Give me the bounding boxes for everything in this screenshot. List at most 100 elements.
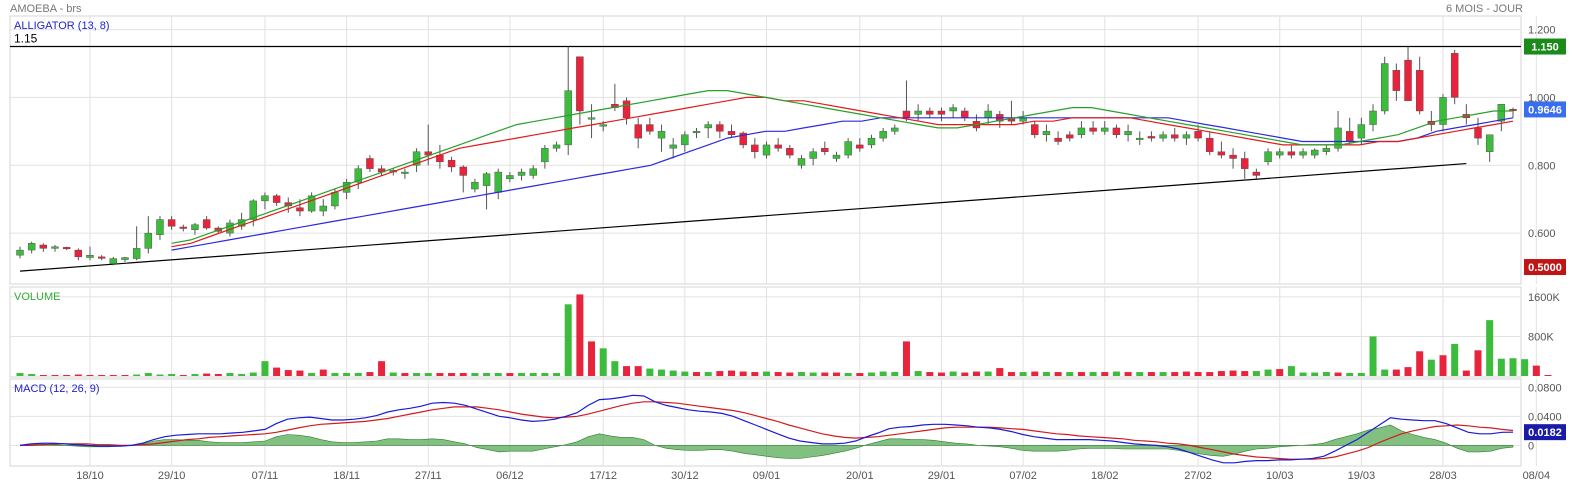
candle-body	[1206, 137, 1214, 152]
candle	[949, 104, 957, 118]
volume-bar	[121, 375, 129, 376]
candle	[926, 107, 934, 118]
x-tick-label: 10/03	[1266, 470, 1294, 482]
volume-bar	[681, 371, 689, 376]
candle-body	[786, 148, 794, 156]
candle-body	[51, 246, 59, 249]
candle-body	[937, 110, 946, 115]
candle-body	[97, 256, 106, 259]
candle-body	[1066, 134, 1074, 139]
candle-body	[296, 207, 304, 212]
candle	[529, 165, 537, 179]
candle	[1450, 49, 1459, 105]
volume-bar	[646, 368, 654, 376]
x-tick-label: 19/03	[1348, 470, 1376, 482]
volume-bar	[494, 373, 502, 376]
volume-bar	[1066, 372, 1074, 376]
volume-bar	[74, 374, 82, 376]
price-tag-box	[1524, 259, 1566, 276]
candle	[1357, 117, 1366, 145]
volume-bar	[1474, 350, 1482, 376]
volume-bar	[1171, 372, 1179, 376]
volume-bar	[179, 375, 187, 376]
price-frame	[9, 15, 1522, 285]
alligator-teeth-line	[171, 96, 1514, 248]
volume-bar	[273, 367, 281, 376]
candle	[494, 168, 502, 200]
price-grid	[10, 16, 1537, 284]
candle-body	[1264, 151, 1272, 163]
candle-body	[856, 144, 864, 149]
volume-bar	[972, 371, 980, 376]
candle	[1415, 56, 1424, 115]
candle	[727, 124, 736, 139]
candle	[74, 248, 83, 261]
candle	[1194, 124, 1202, 142]
candle-body	[424, 151, 432, 156]
volume-bar	[28, 374, 36, 376]
candle	[1217, 141, 1226, 159]
volume-bar	[1206, 372, 1214, 376]
candle-body	[506, 175, 514, 180]
candle	[97, 255, 106, 261]
volume-bar	[1054, 372, 1062, 376]
volume-bar	[599, 348, 607, 376]
candle-body	[401, 171, 409, 174]
candle-body	[167, 219, 176, 227]
volume-bar	[1416, 351, 1424, 376]
candle-body	[1124, 131, 1132, 135]
candle	[541, 144, 549, 169]
candle-body	[1369, 110, 1377, 125]
candle	[1159, 131, 1167, 142]
volume-bar	[1019, 372, 1027, 376]
x-tick-label: 28/03	[1429, 470, 1457, 482]
candle	[1241, 151, 1249, 179]
candle	[1392, 63, 1401, 101]
volume-bar	[623, 366, 631, 376]
volume-bar	[693, 372, 701, 376]
candle	[424, 124, 432, 166]
resistance-line-label: 1.15	[14, 32, 38, 46]
volume-bar	[1042, 372, 1050, 376]
candle-body	[1252, 171, 1261, 176]
x-tick-label: 18/10	[76, 470, 104, 482]
y-tick-label: 0.0800	[1528, 382, 1562, 394]
candle	[902, 80, 911, 122]
x-tick-label: 18/11	[333, 470, 360, 482]
symbol-label: AMOEBA - brs	[10, 3, 82, 15]
volume-bar	[1077, 372, 1085, 376]
candle-body	[191, 224, 199, 230]
macd-axis: 0 0.0400 0.0800	[1528, 382, 1562, 452]
x-tick-label: 27/02	[1184, 470, 1212, 482]
candle-body	[1346, 131, 1354, 142]
candle	[1322, 144, 1331, 156]
volume-bars	[16, 294, 1552, 376]
candle-body	[1054, 137, 1062, 142]
x-tick-label: 29/10	[158, 470, 186, 482]
volume-bar	[343, 373, 351, 376]
macd-signal-line	[20, 401, 1514, 460]
candle	[832, 151, 841, 162]
volume-bar	[389, 372, 397, 376]
price-tag-box	[1524, 101, 1566, 118]
volume-panel: 800K 1600K VOLUME	[9, 286, 1560, 378]
volume-bar	[902, 341, 910, 376]
candle-body	[622, 100, 631, 118]
candle	[191, 222, 199, 235]
volume-bar	[634, 366, 642, 376]
volume-bar	[1427, 359, 1435, 376]
volume-bar	[809, 372, 817, 376]
candle-body	[132, 248, 141, 259]
candle-body	[1194, 131, 1202, 139]
candle	[961, 107, 969, 122]
volume-bar	[832, 372, 840, 376]
candle-body	[1485, 134, 1494, 152]
volume-bar	[459, 373, 467, 376]
candle-body	[1439, 97, 1447, 125]
candle-body	[1229, 154, 1237, 159]
volume-bar	[763, 371, 770, 376]
volume-bar	[1299, 372, 1307, 376]
volume-bar	[1147, 372, 1155, 376]
x-tick-label: 18/02	[1091, 470, 1119, 482]
volume-bar	[366, 372, 374, 376]
